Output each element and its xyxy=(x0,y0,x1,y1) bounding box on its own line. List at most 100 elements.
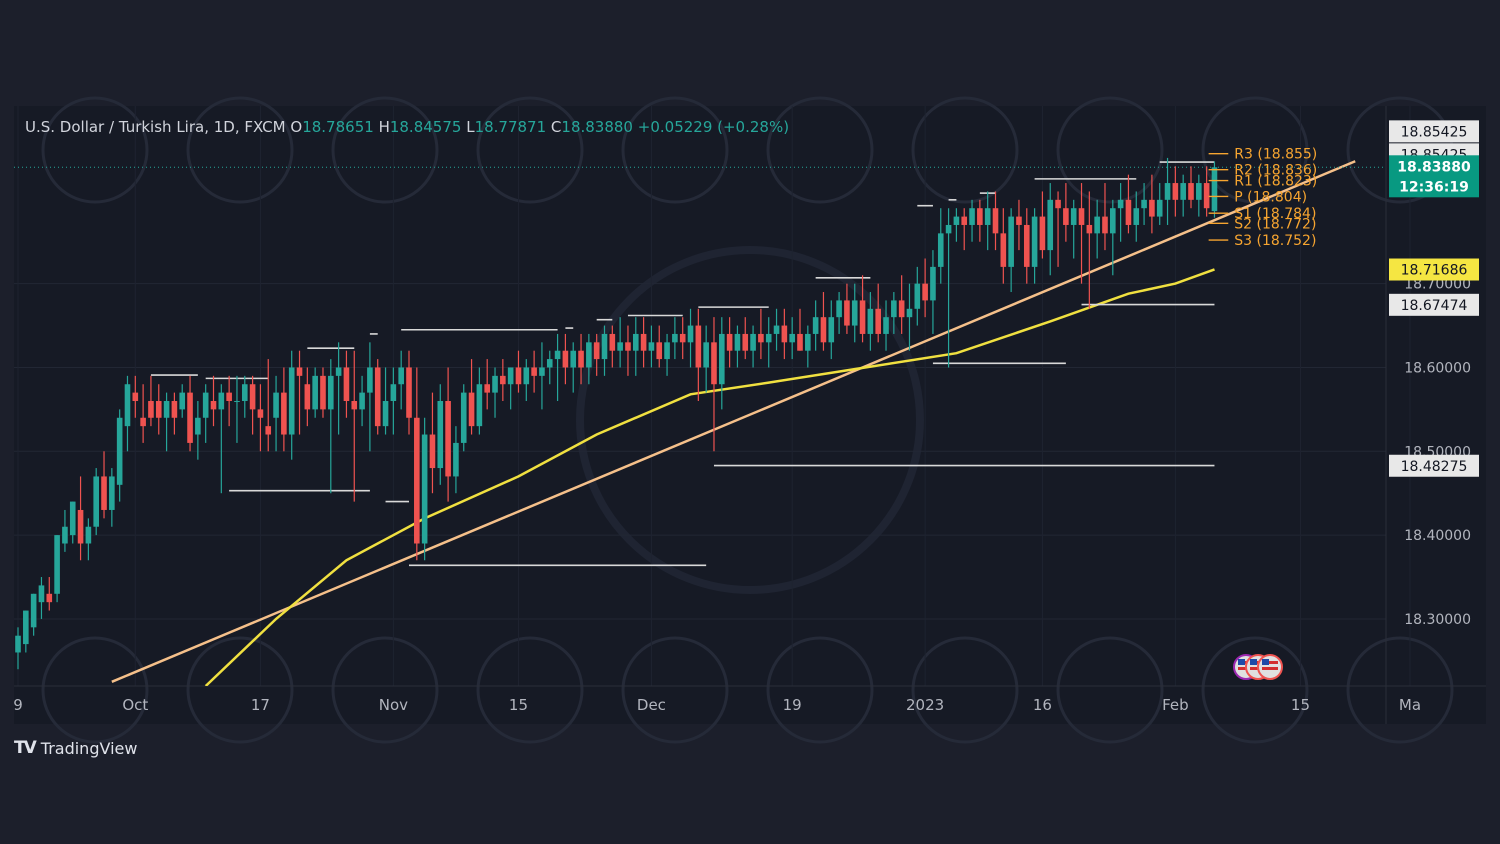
candle[interactable] xyxy=(781,308,788,360)
candle[interactable] xyxy=(15,627,21,670)
candles-layer[interactable] xyxy=(15,157,1218,670)
candle[interactable] xyxy=(523,359,530,401)
candle[interactable] xyxy=(601,325,608,376)
candle[interactable] xyxy=(1000,208,1007,284)
candle[interactable] xyxy=(1133,191,1140,242)
candle[interactable] xyxy=(1031,208,1038,284)
candle[interactable] xyxy=(593,333,600,376)
candle[interactable] xyxy=(578,333,584,385)
candle[interactable] xyxy=(406,350,412,435)
candle[interactable] xyxy=(617,317,623,368)
candle[interactable] xyxy=(726,317,733,368)
candle[interactable] xyxy=(429,392,436,494)
candle[interactable] xyxy=(241,375,248,418)
candle[interactable] xyxy=(85,518,92,561)
candle[interactable] xyxy=(414,367,420,561)
candle[interactable] xyxy=(507,367,514,410)
candle[interactable] xyxy=(1063,183,1069,242)
candle[interactable] xyxy=(1180,174,1186,217)
candle[interactable] xyxy=(359,375,365,427)
candle[interactable] xyxy=(820,292,827,351)
candle[interactable] xyxy=(1086,191,1093,309)
candle[interactable] xyxy=(492,367,498,418)
candle[interactable] xyxy=(281,367,287,452)
candle[interactable] xyxy=(62,509,68,552)
candle[interactable] xyxy=(1164,157,1171,225)
candle[interactable] xyxy=(218,384,225,494)
candle[interactable] xyxy=(23,610,29,653)
candle[interactable] xyxy=(320,367,326,418)
candle[interactable] xyxy=(1211,161,1218,218)
candle[interactable] xyxy=(398,350,404,410)
candle[interactable] xyxy=(155,384,162,435)
candle[interactable] xyxy=(570,342,577,393)
candle[interactable] xyxy=(836,292,842,334)
candle[interactable] xyxy=(539,342,545,410)
candle[interactable] xyxy=(640,317,647,368)
candle[interactable] xyxy=(257,384,264,452)
candle[interactable] xyxy=(922,258,928,318)
candle[interactable] xyxy=(38,577,45,619)
candle[interactable] xyxy=(984,191,991,251)
candle[interactable] xyxy=(273,375,279,452)
candle[interactable] xyxy=(812,300,819,351)
candle[interactable] xyxy=(101,451,107,519)
candle[interactable] xyxy=(148,375,154,427)
candle[interactable] xyxy=(140,384,146,443)
candle[interactable] xyxy=(202,384,209,443)
candle[interactable] xyxy=(930,250,936,334)
candle[interactable] xyxy=(288,350,295,460)
candle[interactable] xyxy=(93,468,99,536)
candle[interactable] xyxy=(1172,166,1179,217)
candle[interactable] xyxy=(625,325,631,376)
candle[interactable] xyxy=(672,317,678,360)
candle[interactable] xyxy=(124,375,131,452)
candle[interactable] xyxy=(1203,166,1210,217)
candle[interactable] xyxy=(484,359,490,410)
candle[interactable] xyxy=(1117,183,1124,242)
candle[interactable] xyxy=(953,208,960,242)
candle[interactable] xyxy=(734,325,741,368)
candle[interactable] xyxy=(891,292,897,334)
candle[interactable] xyxy=(187,375,193,452)
candle[interactable] xyxy=(664,333,670,376)
candle[interactable] xyxy=(328,359,334,494)
candle[interactable] xyxy=(758,308,764,360)
candle[interactable] xyxy=(586,333,592,385)
candle[interactable] xyxy=(453,426,459,494)
candle[interactable] xyxy=(351,350,358,502)
candle[interactable] xyxy=(46,577,53,611)
candle[interactable] xyxy=(609,325,616,368)
candle[interactable] xyxy=(226,375,232,427)
candle[interactable] xyxy=(390,367,397,435)
candle[interactable] xyxy=(195,401,201,460)
candle[interactable] xyxy=(773,308,780,351)
candle[interactable] xyxy=(1055,191,1061,267)
candle[interactable] xyxy=(234,375,240,443)
candle[interactable] xyxy=(977,199,983,242)
candle[interactable] xyxy=(367,342,373,452)
candle[interactable] xyxy=(54,535,60,603)
candle[interactable] xyxy=(77,476,84,561)
candle[interactable] xyxy=(1070,199,1077,259)
candle[interactable] xyxy=(546,350,553,385)
candle[interactable] xyxy=(914,266,921,326)
candle[interactable] xyxy=(132,375,139,418)
candle[interactable] xyxy=(937,208,944,284)
candle[interactable] xyxy=(687,308,694,368)
tradingview-brand[interactable]: TV TradingView xyxy=(14,738,137,758)
candle[interactable] xyxy=(437,384,444,485)
candle[interactable] xyxy=(30,593,37,636)
candle[interactable] xyxy=(382,367,389,435)
candle[interactable] xyxy=(171,392,178,435)
candle[interactable] xyxy=(703,325,709,393)
candle[interactable] xyxy=(1039,191,1046,259)
candle[interactable] xyxy=(1110,199,1116,276)
candle[interactable] xyxy=(296,350,303,435)
candle[interactable] xyxy=(679,317,686,360)
candle[interactable] xyxy=(116,409,123,502)
candle[interactable] xyxy=(69,501,76,544)
candle[interactable] xyxy=(1188,166,1194,209)
us-flag-event-icon[interactable] xyxy=(1257,654,1283,680)
